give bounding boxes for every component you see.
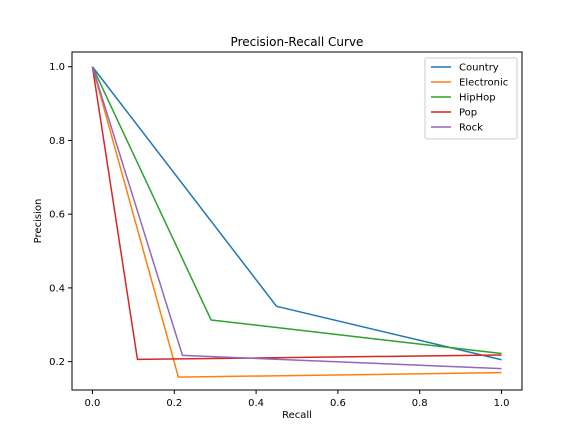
series-line-pop (91, 66, 502, 361)
x-tick-label: 1.0 (494, 398, 510, 409)
x-tick-label: 0.8 (412, 398, 428, 409)
x-tick-label: 0.0 (85, 398, 101, 409)
plot-area (91, 66, 502, 378)
x-tick-label: 0.6 (330, 398, 346, 409)
legend-label-rock: Rock (459, 123, 483, 134)
legend-box (424, 57, 518, 140)
y-tick-label: 0.6 (49, 210, 65, 221)
legend-label-pop: Pop (459, 108, 477, 119)
x-axis-ticks: 0.0 0.2 0.4 0.6 0.8 1.0 (85, 390, 510, 409)
y-tick-label: 0.4 (49, 283, 65, 294)
y-tick-label: 0.8 (49, 136, 65, 147)
series-line-country (91, 66, 502, 361)
y-tick-label: 1.0 (49, 62, 65, 73)
plot-frame (71, 51, 523, 391)
x-tick-label: 0.2 (166, 398, 182, 409)
series-line-electronic (91, 66, 502, 378)
legend: Country Electronic HipHop Pop Rock (424, 57, 518, 140)
x-tick-label: 0.4 (248, 398, 264, 409)
series-line-rock (91, 66, 502, 370)
legend-label-hiphop: HipHop (459, 93, 496, 104)
chart-title: Precision-Recall Curve (231, 35, 364, 49)
y-axis-label: Precision (33, 199, 44, 244)
x-axis-label: Recall (282, 410, 312, 421)
legend-label-country: Country (459, 63, 499, 74)
y-axis-ticks: 0.2 0.4 0.6 0.8 1.0 (49, 62, 72, 368)
legend-label-electronic: Electronic (459, 78, 508, 89)
series-line-hiphop (91, 66, 502, 355)
y-tick-label: 0.2 (49, 357, 65, 368)
